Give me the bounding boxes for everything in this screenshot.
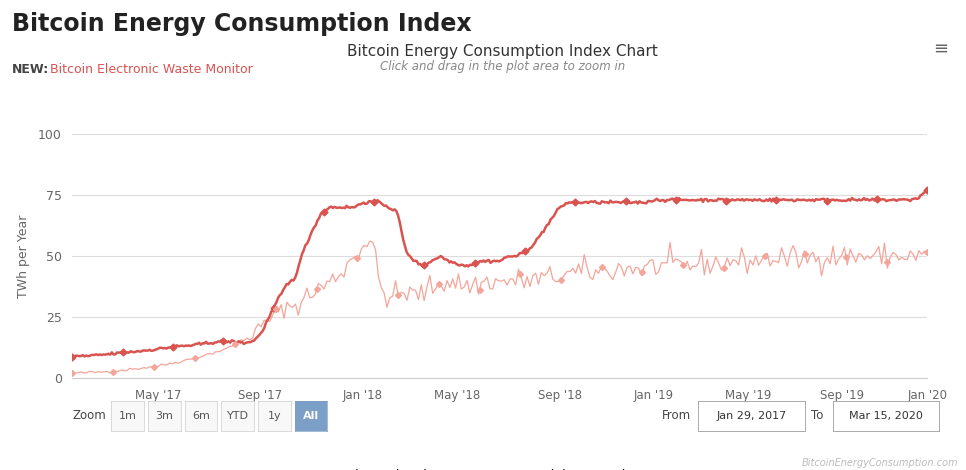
Text: Bitcoin Energy Consumption Index: Bitcoin Energy Consumption Index <box>12 12 471 36</box>
Text: Bitcoin Electronic Waste Monitor: Bitcoin Electronic Waste Monitor <box>50 63 253 77</box>
Text: 1m: 1m <box>119 411 136 421</box>
Legend: Estimated TWh per Year, Minimum TWh per Year: Estimated TWh per Year, Minimum TWh per … <box>310 464 690 470</box>
Text: From: From <box>662 409 691 423</box>
Text: To: To <box>811 409 824 423</box>
Text: Mar 15, 2020: Mar 15, 2020 <box>849 411 923 421</box>
Text: 1y: 1y <box>268 411 281 421</box>
Text: All: All <box>303 411 319 421</box>
Text: Click and drag in the plot area to zoom in: Click and drag in the plot area to zoom … <box>380 60 625 73</box>
Text: Bitcoin Energy Consumption Index Chart: Bitcoin Energy Consumption Index Chart <box>347 44 658 59</box>
Text: NEW:: NEW: <box>12 63 49 77</box>
Text: Zoom: Zoom <box>72 409 106 423</box>
Text: ≡: ≡ <box>933 39 949 57</box>
Text: YTD: YTD <box>227 411 248 421</box>
Y-axis label: TWh per Year: TWh per Year <box>16 214 30 298</box>
Text: 3m: 3m <box>156 411 173 421</box>
Text: Jan 29, 2017: Jan 29, 2017 <box>717 411 786 421</box>
Text: 6m: 6m <box>192 411 210 421</box>
Text: BitcoinEnergyConsumption.com: BitcoinEnergyConsumption.com <box>802 458 958 468</box>
